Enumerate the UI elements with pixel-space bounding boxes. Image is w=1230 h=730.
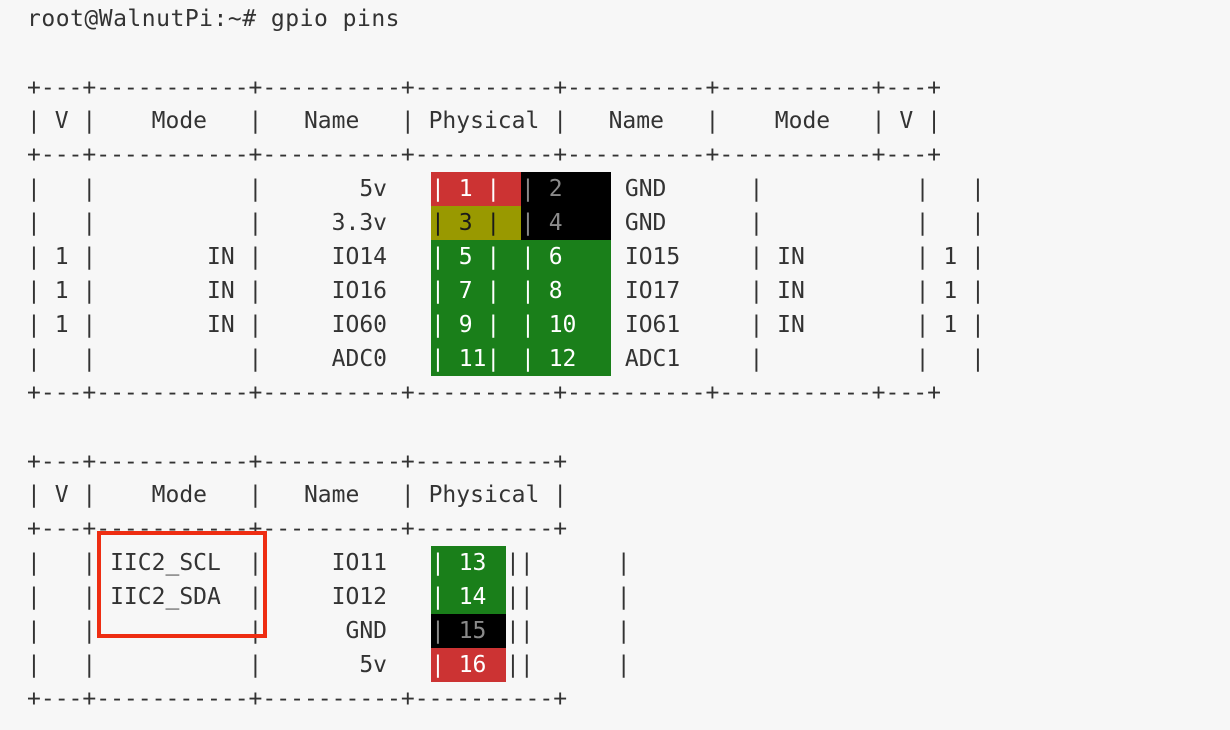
table2-row-right: || |: [506, 550, 631, 576]
table2-row-left: | | IIC2_SDA | IO12: [27, 584, 401, 610]
table1-row-left: | 1 | IN | IO60: [27, 312, 401, 338]
table2-row-left: | | IIC2_SCL | IO11: [27, 550, 401, 576]
pin-13-cell: | 13: [431, 546, 506, 580]
table2-row-right: || |: [506, 618, 631, 644]
table2-row-right: || |: [506, 652, 631, 678]
table1-row-left: | | | 5v: [27, 176, 401, 202]
table1-row-right: GND | | |: [611, 176, 985, 202]
command-prompt: root@WalnutPi:~# gpio pins: [27, 6, 401, 32]
table1-row-right: ADC1 | | |: [611, 346, 985, 372]
iic2-mode-highlight-box: [97, 531, 267, 638]
pin-5-cell: | 5 |: [431, 240, 521, 274]
pin-10-cell: | 10: [521, 308, 611, 342]
pin-2-cell: | 2: [521, 172, 611, 206]
pin-12-cell: | 12: [521, 342, 611, 376]
table2-top-border: +---+-----------+----------+----------+: [27, 449, 568, 475]
pin-4-cell: | 4: [521, 206, 611, 240]
table2-bottom-border: +---+-----------+----------+----------+: [27, 686, 568, 712]
pin-15-cell: | 15: [431, 614, 506, 648]
pin-3-cell: | 3 |: [431, 206, 521, 240]
table1-header-border: +---+-----------+----------+----------+-…: [27, 142, 941, 168]
table2-header-border: +---+-----------+----------+----------+: [27, 516, 568, 542]
table1-row-right: IO61 | IN | 1 |: [611, 312, 985, 338]
pin-16-cell: | 16: [431, 648, 506, 682]
table1-top-border: +---+-----------+----------+----------+-…: [27, 75, 941, 101]
table2-header: | V | Mode | Name | Physical |: [27, 482, 568, 508]
pin-9-cell: | 9 |: [431, 308, 521, 342]
pin-8-cell: | 8: [521, 274, 611, 308]
table1-row-left: | 1 | IN | IO14: [27, 244, 401, 270]
pin-6-cell: | 6: [521, 240, 611, 274]
table1-row-left: | | | 3.3v: [27, 210, 401, 236]
pin-7-cell: | 7 |: [431, 274, 521, 308]
table1-row-left: | | | ADC0: [27, 346, 401, 372]
table1-row-right: IO17 | IN | 1 |: [611, 278, 985, 304]
pin-11-cell: | 11|: [431, 342, 521, 376]
table1-bottom-border: +---+-----------+----------+----------+-…: [27, 380, 941, 406]
table1-row-right: GND | | |: [611, 210, 985, 236]
table1-row-left: | 1 | IN | IO16: [27, 278, 401, 304]
table2-row-left: | | | 5v: [27, 652, 401, 678]
pin-14-cell: | 14: [431, 580, 506, 614]
table2-row-right: || |: [506, 584, 631, 610]
table1-header: | V | Mode | Name | Physical | Name | Mo…: [27, 108, 941, 134]
table1-row-right: IO15 | IN | 1 |: [611, 244, 985, 270]
pin-1-cell: | 1 |: [431, 172, 521, 206]
